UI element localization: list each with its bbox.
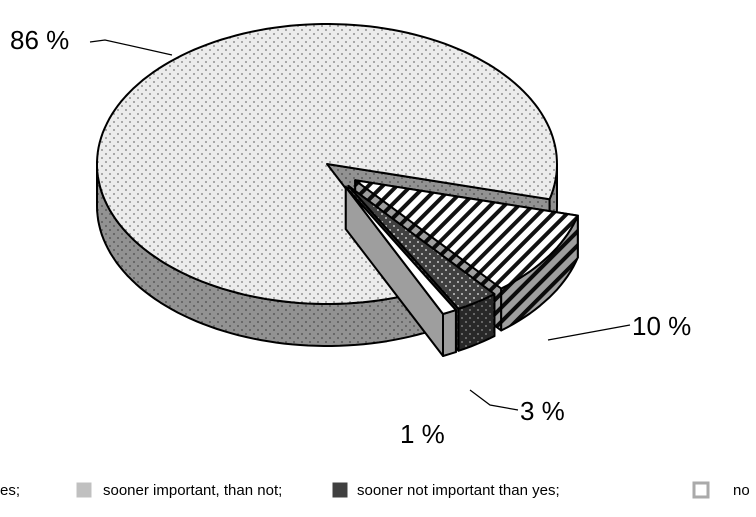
slice	[354, 179, 579, 290]
slice	[347, 184, 496, 310]
data-label: 10 %	[632, 311, 691, 341]
slice	[96, 23, 558, 305]
legend-swatch	[332, 482, 348, 498]
data-label: 86 %	[10, 25, 69, 55]
leader-line	[89, 39, 173, 56]
legend-swatch	[692, 481, 710, 499]
legend-label: sooner not important than yes;	[357, 482, 560, 499]
legend-label: es;	[0, 482, 20, 499]
slice	[344, 186, 457, 315]
legend-label: no	[733, 482, 750, 499]
leader-line	[547, 324, 631, 341]
data-label: 1 %	[400, 419, 445, 449]
data-label: 3 %	[520, 396, 565, 426]
slice-wall	[442, 309, 457, 357]
legend-swatch	[76, 482, 92, 498]
leader-line	[469, 389, 519, 411]
legend-label: sooner important, than not;	[103, 482, 282, 499]
